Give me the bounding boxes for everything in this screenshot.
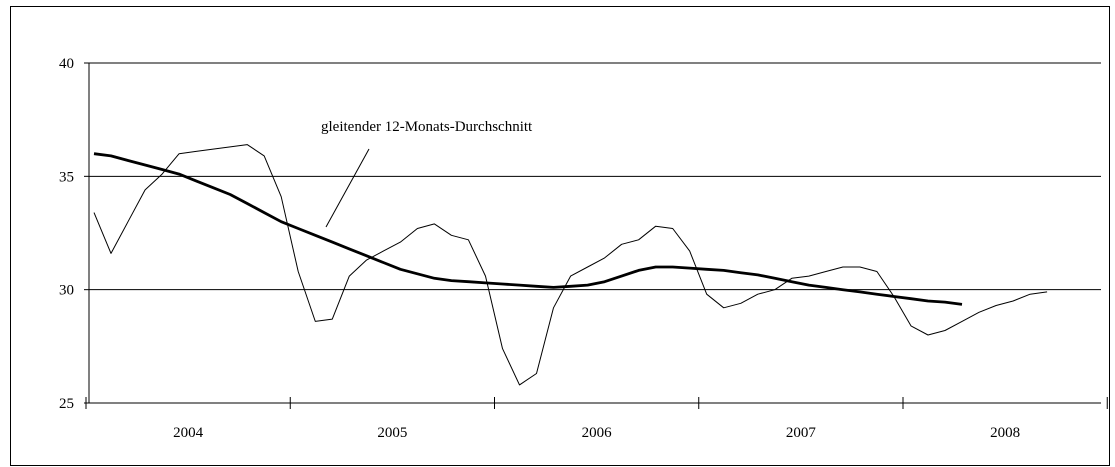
y-tick-label-40: 40 xyxy=(59,56,74,72)
annotation-pointer xyxy=(325,148,370,228)
y-tick-label-35: 35 xyxy=(59,169,74,185)
x-tick-label-2007: 2007 xyxy=(786,425,817,441)
line-chart: 25 30 35 40 2004 2005 2006 2007 2008 gleitender 1… xyxy=(59,56,1108,441)
x-tick-label-2005: 2005 xyxy=(377,425,407,441)
annotation-label: gleitender 12-Monats-Durchschnitt xyxy=(321,119,533,135)
x-tick-label-2004: 2004 xyxy=(173,425,204,441)
x-tick-label-2008: 2008 xyxy=(990,425,1020,441)
y-tick-label-25: 25 xyxy=(59,396,74,412)
chart-frame: 25 30 35 40 2004 2005 2006 2007 2008 gleitender 1… xyxy=(10,6,1110,466)
y-tick-label-30: 30 xyxy=(59,283,74,299)
monthly-line xyxy=(93,144,1048,386)
moving-average-line xyxy=(93,152,963,306)
x-tick-label-2006: 2006 xyxy=(582,425,613,441)
